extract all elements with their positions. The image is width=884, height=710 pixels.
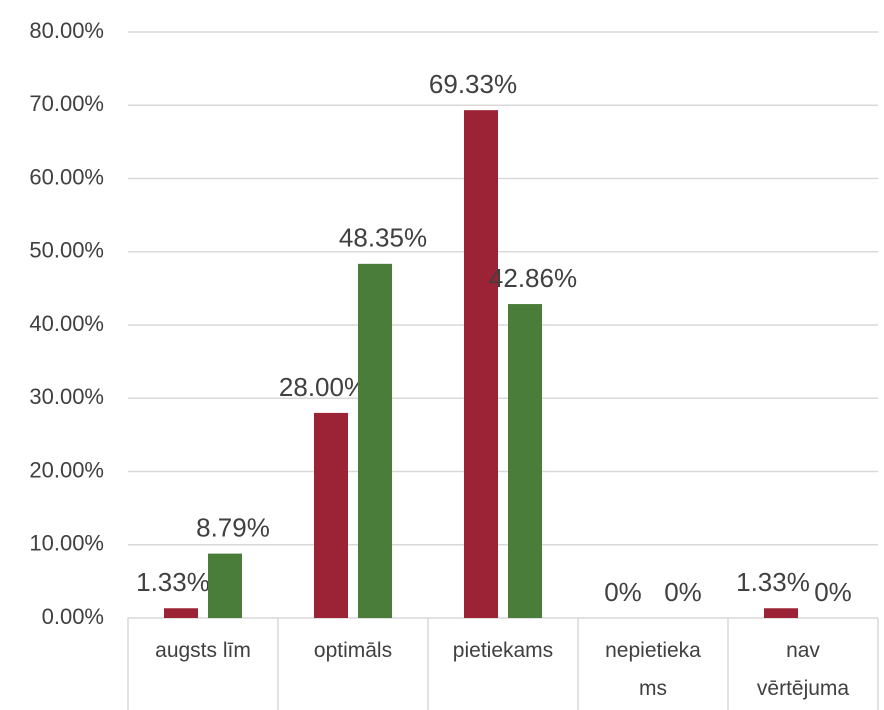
y-tick-label: 60.00% <box>29 164 104 189</box>
bar <box>314 412 348 618</box>
data-label: 28.00% <box>279 372 367 402</box>
data-label: 0% <box>814 577 852 607</box>
x-tick-label: nepietiekams <box>605 639 701 700</box>
bar <box>208 553 242 618</box>
data-label: 0% <box>604 577 642 607</box>
data-label: 0% <box>664 577 702 607</box>
bar <box>464 110 498 619</box>
bar <box>358 263 392 618</box>
data-label: 42.86% <box>489 263 577 293</box>
y-tick-label: 20.00% <box>29 457 104 482</box>
x-tick-label: pietiekams <box>452 639 554 662</box>
bar <box>764 608 798 618</box>
data-label: 1.33% <box>136 567 210 597</box>
y-tick-label: 10.00% <box>29 531 104 556</box>
y-tick-label: 40.00% <box>29 311 104 336</box>
bar <box>508 304 542 618</box>
y-tick-label: 80.00% <box>29 18 104 43</box>
x-tick-label: augsts līm <box>155 639 251 662</box>
y-tick-label: 30.00% <box>29 384 104 409</box>
y-tick-label: 70.00% <box>29 91 104 116</box>
y-tick-label: 0.00% <box>42 604 104 629</box>
bar <box>164 608 198 618</box>
data-label: 8.79% <box>196 512 270 542</box>
x-tick-label: optimāls <box>313 639 393 662</box>
data-label: 1.33% <box>736 567 810 597</box>
data-label: 69.33% <box>429 69 517 99</box>
data-label: 48.35% <box>339 223 427 253</box>
x-tick-label: nav vērtējuma <box>756 639 850 700</box>
y-tick-label: 50.00% <box>29 238 104 263</box>
